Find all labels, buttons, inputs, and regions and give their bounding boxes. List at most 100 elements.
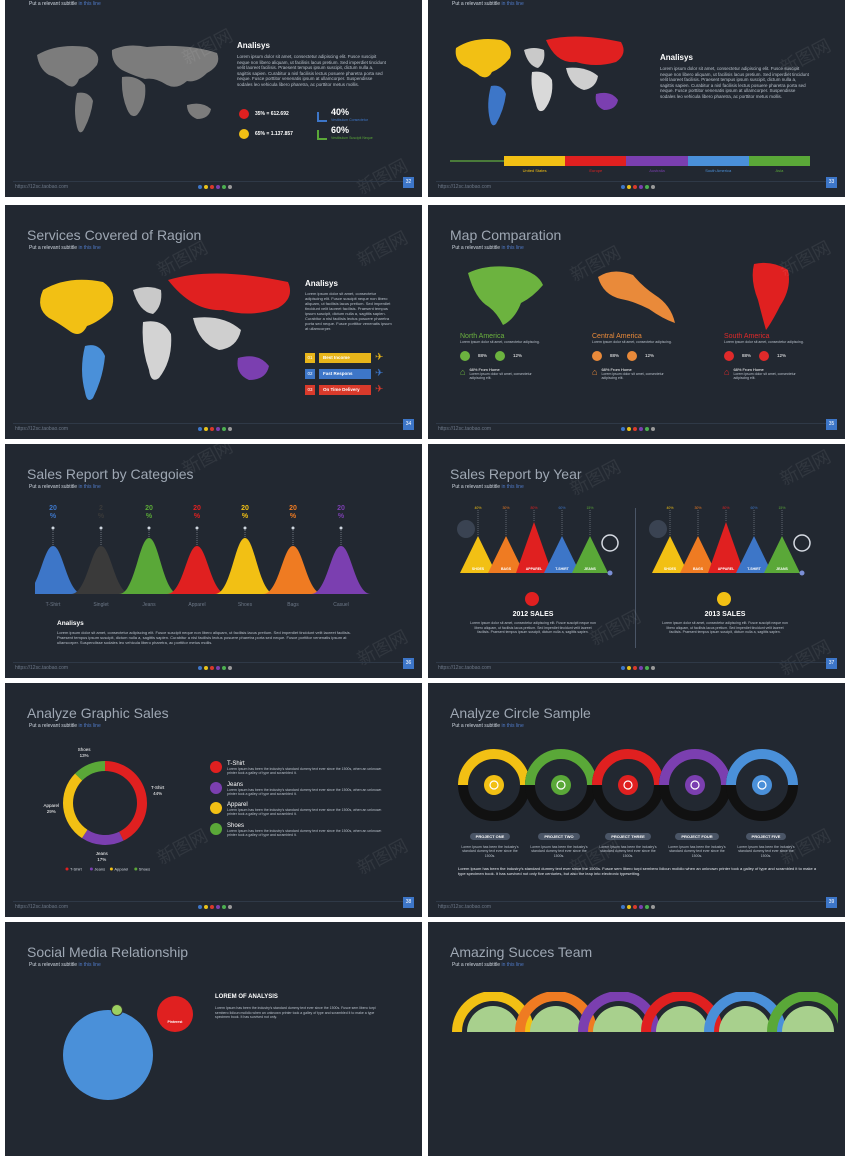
footer-url[interactable]: https://12sc.taobao.com: [15, 665, 69, 671]
peak-unit: %: [98, 513, 105, 520]
peak-value: 20: [145, 505, 153, 512]
project-desc: Lorem Ipsum has been the industry's stan…: [530, 845, 588, 858]
summary: Lorem Ipsum has been the industry's stan…: [458, 866, 817, 876]
slide-circle-sample[interactable]: Analyze Circle Sample Put a relevant sub…: [428, 683, 845, 917]
year-2012-chart: 40% SHOES 30% BAGS 80% APPAREL 60% T-SHIRT 15% JE…: [457, 506, 619, 576]
page-number: 34: [403, 419, 414, 430]
project-label: PROJECT ONE: [469, 833, 511, 840]
footer-dots: [198, 905, 232, 909]
slice-label: T-Shirt: [151, 785, 165, 790]
year-peak: [652, 536, 688, 573]
analysis-title: Analisys: [57, 620, 84, 627]
peak-value: 20: [49, 505, 57, 512]
peak-pct: 60%: [750, 506, 757, 510]
peak-pct: 80%: [530, 506, 537, 510]
year-dot: [525, 592, 539, 606]
ring-icon: [685, 775, 705, 795]
peak-unit: %: [242, 513, 249, 520]
project-item[interactable]: PROJECT THREE Lorem Ipsum has been the i…: [596, 825, 660, 858]
peak-unit: %: [338, 513, 345, 520]
section-body: Lorem Ipsum has been the industry's stan…: [215, 1006, 376, 1019]
subtitle-suffix: in this line: [501, 962, 524, 968]
peak-name: JEANS: [776, 567, 788, 571]
slide-subtitle: Put a relevant subtitle in this line: [29, 1, 101, 7]
year-divider: [635, 508, 636, 648]
plane-icon: ✈: [375, 384, 384, 395]
home-icon: ⌂: [592, 366, 598, 377]
stat-b-text: 65% = 1.137.857: [255, 131, 293, 137]
pinterest-badge[interactable]: Pinterest: [157, 996, 193, 1032]
footer-url[interactable]: https://12sc.taobao.com: [15, 426, 69, 432]
service-item-3[interactable]: 03 On Time Delivery ✈: [305, 384, 383, 395]
service-item-2[interactable]: 02 Fast Respons ✈: [305, 368, 383, 379]
watermark: 新图网: [776, 237, 835, 281]
south-america-map: [752, 262, 789, 330]
slide-graphic-sales[interactable]: Analyze Graphic Sales Put a relevant sub…: [5, 683, 422, 917]
slide-map-comparation[interactable]: Map Comparation Put a relevant subtitle …: [428, 205, 845, 439]
subtitle-prefix: Put a relevant subtitle: [29, 245, 78, 251]
peak-dot: [51, 526, 55, 530]
footer-url[interactable]: https://12sc.taobao.com: [438, 904, 492, 910]
project-item[interactable]: PROJECT TWO Lorem Ipsum has been the ind…: [527, 825, 591, 858]
legend-label: Jeans: [227, 781, 244, 788]
arrow-up-icon: [592, 350, 602, 361]
page-number: 32: [403, 177, 414, 188]
footer-dots: [621, 185, 655, 189]
slide-title: Analyze Circle Sample: [450, 705, 591, 721]
ring-icon: [752, 775, 772, 795]
slide-sales-categories[interactable]: Sales Report by Categoies Put a relevant…: [5, 444, 422, 678]
footer-url[interactable]: https://12sc.taobao.com: [438, 184, 492, 190]
category-peak: [215, 538, 275, 594]
project-label: PROJECT FOUR: [675, 833, 719, 840]
slice-value: 44%: [153, 791, 162, 796]
subtitle-prefix: Put a relevant subtitle: [452, 962, 501, 968]
footer-url[interactable]: https://12sc.taobao.com: [438, 426, 492, 432]
slide-services-region[interactable]: Services Covered of Ragion Put a relevan…: [5, 205, 422, 439]
legend-label: T-Shirt: [227, 761, 245, 767]
slide-sales-year[interactable]: Sales Report by Year Put a relevant subt…: [428, 444, 845, 678]
year-2013-chart: 40% SHOES 30% BAGS 80% APPAREL 60% T-SHIRT 15% JE…: [649, 506, 811, 576]
stat: 88%: [478, 353, 488, 358]
item-label: On Time Delivery: [319, 384, 371, 395]
note-desc: Lorem ipsum dolor sit amet, consectetur …: [469, 371, 532, 380]
peak-name: APPAREL: [526, 567, 543, 571]
subtitle-prefix: Put a relevant subtitle: [452, 484, 501, 490]
slide-social-media[interactable]: Social Media Relationship Put a relevant…: [5, 922, 422, 1156]
legend-label: Apparel: [227, 802, 248, 809]
arrow-down-icon: [495, 350, 506, 361]
page-number: 39: [826, 897, 837, 908]
peak-dot: [339, 526, 343, 530]
legend-marker: [65, 867, 69, 871]
peak-pct: 30%: [502, 506, 509, 510]
project-item[interactable]: PROJECT FIVE Lorem Ipsum has been the in…: [734, 825, 798, 858]
slide-world-analysis[interactable]: Put a relevant subtitle in this line Ana…: [5, 0, 422, 197]
project-item[interactable]: PROJECT FOUR Lorem Ipsum has been the in…: [665, 825, 729, 858]
footer-url[interactable]: https://12sc.taobao.com: [15, 904, 69, 910]
legend-desc: Lorem Ipsum has been the industry's stan…: [227, 767, 382, 776]
peak-pct: 15%: [778, 506, 785, 510]
slide-success-team[interactable]: Amazing Succes Team Put a relevant subti…: [428, 922, 845, 1156]
peak-label: Bags: [287, 602, 299, 608]
subtitle-prefix: Put a relevant subtitle: [29, 962, 78, 968]
project-item[interactable]: PROJECT ONE Lorem Ipsum has been the ind…: [458, 825, 522, 858]
service-map: [40, 273, 291, 400]
service-item-1[interactable]: 01 Best Income ✈: [305, 352, 383, 363]
pct-b-label: Vestibulum Suscipit Neque: [331, 136, 373, 140]
stat-a-icon: [239, 109, 249, 119]
category-peak: [263, 546, 323, 594]
slide-world-colored[interactable]: Put a relevant subtitle in this line Ana…: [428, 0, 845, 197]
peak-name: APPAREL: [718, 567, 735, 571]
footer-url[interactable]: https://12sc.taobao.com: [15, 184, 69, 190]
region-desc: Lorem ipsum dolor sit amet, consectetur …: [592, 340, 672, 344]
note-desc: Lorem ipsum dolor sit amet, consectetur …: [601, 371, 664, 380]
region-label: United States: [522, 168, 547, 173]
footer-url[interactable]: https://12sc.taobao.com: [438, 665, 492, 671]
ring-icon-glyph: [757, 780, 767, 790]
peak-pct: 80%: [722, 506, 729, 510]
slice-value: 13%: [80, 753, 89, 758]
peak-name: JEANS: [584, 567, 596, 571]
project-label: PROJECT TWO: [538, 833, 580, 840]
peak-unit: %: [50, 513, 57, 520]
region-name: North America: [460, 333, 505, 340]
legend: T-Shirt Lorem Ipsum has been the industry…: [210, 761, 390, 843]
